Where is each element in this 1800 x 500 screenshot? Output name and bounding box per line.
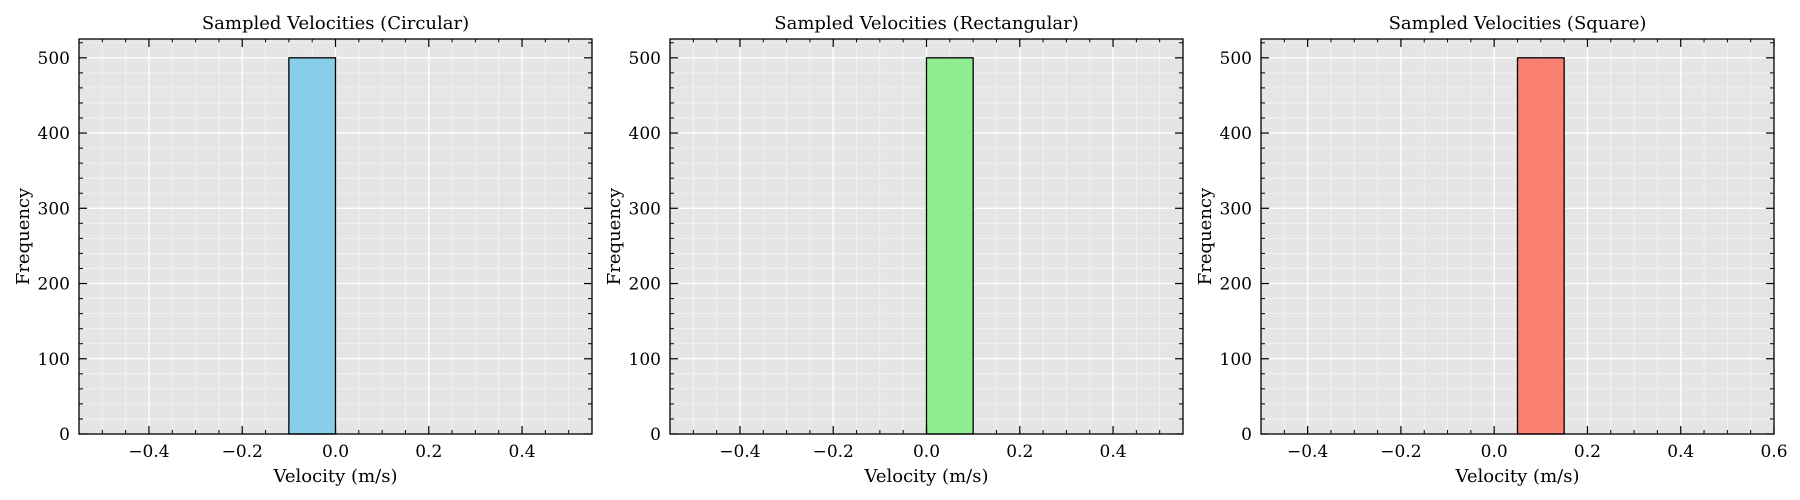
y-tick-label: 300 (1220, 199, 1252, 219)
y-tick-label: 400 (1220, 124, 1252, 144)
x-tick-label: −0.4 (128, 442, 169, 462)
x-tick-label: 0.6 (1760, 442, 1787, 462)
x-tick-label: −0.2 (222, 442, 263, 462)
y-tick-label: 0 (59, 425, 70, 445)
y-tick-label: 500 (1220, 49, 1252, 69)
chart-title: Sampled Velocities (Rectangular) (774, 13, 1078, 34)
y-tick-label: 400 (38, 124, 70, 144)
y-tick-label: 0 (1241, 425, 1252, 445)
x-axis-label: Velocity (m/s) (864, 466, 989, 487)
x-tick-label: 0.4 (509, 442, 536, 462)
y-tick-label: 300 (629, 199, 661, 219)
chart-title: Sampled Velocities (Circular) (202, 13, 469, 34)
chart-panel-1: −0.4 −0.2 0.0 0.2 0.4 0 100 200 300 400 500 Sampled… (13, 13, 593, 487)
chart-title: Sampled Velocities (Square) (1389, 13, 1647, 34)
y-axis-label: Frequency (1195, 187, 1216, 285)
x-tick-label: −0.4 (1287, 442, 1328, 462)
y-tick-label: 500 (629, 49, 661, 69)
histogram-bar (925, 57, 974, 435)
x-axis-label: Velocity (m/s) (1455, 466, 1580, 487)
y-tick-label: 200 (38, 275, 70, 295)
histogram-bar (288, 57, 337, 435)
x-tick-label: 0.0 (322, 442, 349, 462)
y-tick-label: 100 (38, 350, 70, 370)
x-tick-label: 0.2 (1574, 442, 1601, 462)
y-tick-label: 100 (629, 350, 661, 370)
chart-panel-2: −0.4 −0.2 0.0 0.2 0.4 0 100 200 300 400 500 Sampled… (604, 13, 1184, 487)
x-tick-label: 0.4 (1100, 442, 1127, 462)
x-tick-label: −0.2 (1380, 442, 1421, 462)
y-tick-label: 0 (650, 425, 661, 445)
x-tick-label: 0.2 (1006, 442, 1033, 462)
x-tick-label: −0.4 (719, 442, 760, 462)
y-tick-label: 100 (1220, 350, 1252, 370)
axes-frame (1260, 38, 1775, 435)
y-tick-label: 200 (1220, 275, 1252, 295)
x-tick-label: −0.2 (813, 442, 854, 462)
chart-panel-3: −0.4 −0.2 0.0 0.2 0.4 0.6 0 100 200 300 400 500 Samp… (1195, 13, 1788, 487)
x-tick-label: 0.0 (913, 442, 940, 462)
y-axis-label: Frequency (604, 187, 625, 285)
x-tick-label: 0.4 (1667, 442, 1694, 462)
x-tick-label: 0.0 (1481, 442, 1508, 462)
y-axis-label: Frequency (13, 187, 34, 285)
y-tick-label: 500 (38, 49, 70, 69)
x-tick-label: 0.2 (415, 442, 442, 462)
y-tick-label: 200 (629, 275, 661, 295)
y-tick-label: 400 (629, 124, 661, 144)
x-axis-label: Velocity (m/s) (273, 466, 398, 487)
y-tick-label: 300 (38, 199, 70, 219)
histogram-bar (1516, 57, 1565, 435)
